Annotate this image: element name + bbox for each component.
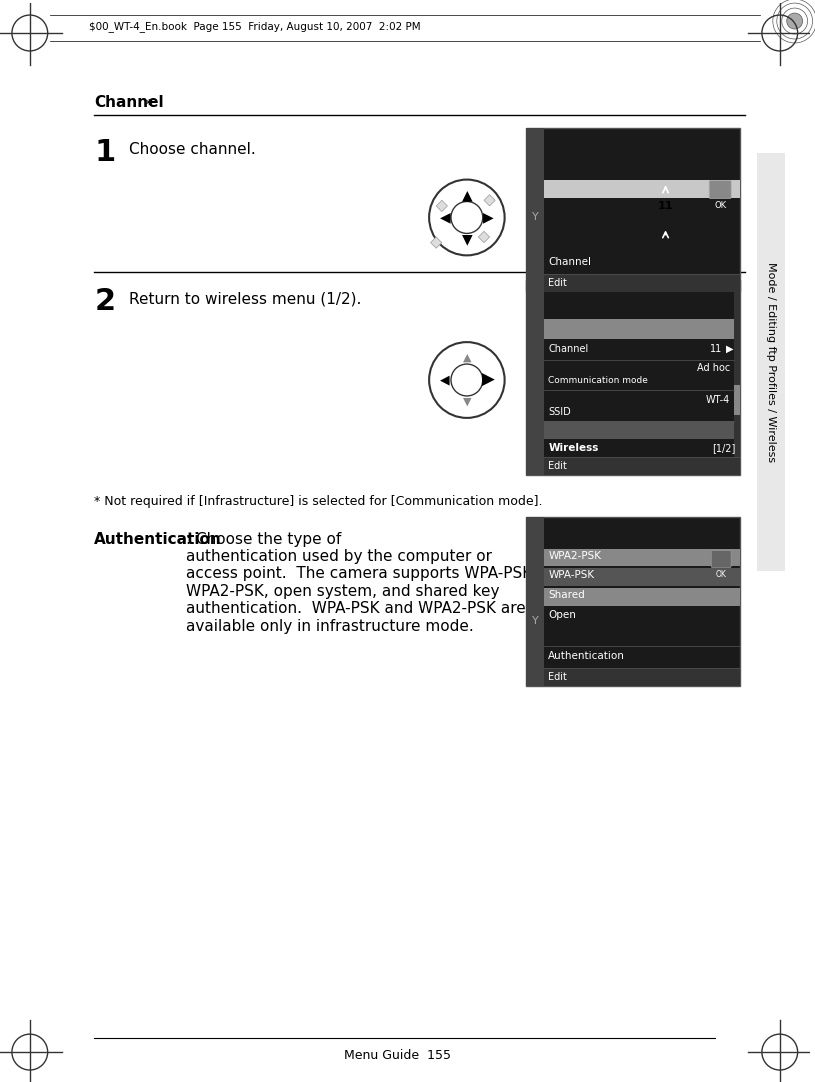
Text: ▲: ▲ <box>461 188 472 202</box>
Text: Return to wireless menu (1/2).: Return to wireless menu (1/2). <box>129 291 362 306</box>
Text: Mode / Editing ftp Profiles / Wireless: Mode / Editing ftp Profiles / Wireless <box>766 262 776 462</box>
Text: Authentication: Authentication <box>548 651 625 661</box>
Bar <box>544 669 740 686</box>
Bar <box>544 457 740 475</box>
Text: : Choose the type of
authentication used by the computer or
access point.  The c: : Choose the type of authentication used… <box>186 531 537 634</box>
Text: Channel: Channel <box>95 95 164 110</box>
Text: ▲: ▲ <box>463 353 471 364</box>
Text: Edit: Edit <box>548 672 567 682</box>
Text: Channel: Channel <box>548 344 588 354</box>
Text: ◀: ◀ <box>440 373 450 386</box>
Text: $00_WT-4_En.book  Page 155  Friday, August 10, 2007  2:02 PM: $00_WT-4_En.book Page 155 Friday, August… <box>90 22 421 32</box>
Circle shape <box>451 364 482 396</box>
Bar <box>436 200 447 212</box>
Text: [1/2]: [1/2] <box>711 443 735 452</box>
Bar <box>734 280 740 475</box>
Text: * Not required if [Infrastructure] is selected for [Communication mode].: * Not required if [Infrastructure] is se… <box>95 494 543 507</box>
Text: WPA2-PSK: WPA2-PSK <box>548 551 601 560</box>
Circle shape <box>786 13 803 29</box>
Bar <box>544 319 734 339</box>
Text: Menu Guide  155: Menu Guide 155 <box>344 1048 451 1061</box>
Text: SSID: SSID <box>548 407 571 417</box>
Bar <box>757 153 785 571</box>
Text: ▼: ▼ <box>463 397 471 407</box>
Circle shape <box>451 201 482 234</box>
Bar <box>526 128 740 292</box>
Text: Authentication: Authentication <box>95 531 222 546</box>
Bar <box>544 180 740 198</box>
Bar <box>430 237 442 248</box>
FancyBboxPatch shape <box>709 181 731 198</box>
Bar <box>526 280 740 475</box>
Circle shape <box>430 180 504 255</box>
Bar <box>544 549 740 567</box>
Bar <box>484 195 496 206</box>
Bar <box>544 421 740 439</box>
Bar <box>734 385 740 414</box>
Text: OK: OK <box>714 201 726 210</box>
Text: WT-4: WT-4 <box>706 395 730 405</box>
Text: Choose channel.: Choose channel. <box>129 142 256 157</box>
Bar <box>478 232 490 242</box>
Text: ▶: ▶ <box>482 371 495 390</box>
Bar <box>544 275 740 292</box>
Text: ◀: ◀ <box>440 211 451 224</box>
Text: Shared: Shared <box>548 591 585 601</box>
Bar <box>526 128 544 292</box>
Text: ▶: ▶ <box>726 344 734 354</box>
Text: 2: 2 <box>95 287 116 316</box>
Text: Y: Y <box>532 617 539 626</box>
FancyBboxPatch shape <box>711 551 731 567</box>
Text: OK: OK <box>716 570 727 579</box>
Text: Channel: Channel <box>548 258 592 267</box>
Text: WPA-PSK: WPA-PSK <box>548 570 594 580</box>
Text: Edit: Edit <box>548 278 567 288</box>
Text: 11: 11 <box>658 201 673 211</box>
Text: Edit: Edit <box>548 461 567 471</box>
Text: Communication mode: Communication mode <box>548 375 648 384</box>
Text: Ad hoc: Ad hoc <box>697 364 730 373</box>
Bar <box>526 280 544 475</box>
Bar <box>526 516 740 686</box>
Text: 11: 11 <box>710 344 722 354</box>
Bar <box>544 589 740 606</box>
Text: ▶: ▶ <box>483 211 494 224</box>
Text: Open: Open <box>548 610 576 620</box>
Bar <box>526 516 544 686</box>
Text: Wireless: Wireless <box>548 443 599 452</box>
Bar <box>544 568 740 586</box>
Text: Y: Y <box>532 212 539 223</box>
Circle shape <box>430 342 504 418</box>
Text: *: * <box>146 97 152 110</box>
Text: ▼: ▼ <box>461 233 472 247</box>
Text: 1: 1 <box>95 137 116 167</box>
